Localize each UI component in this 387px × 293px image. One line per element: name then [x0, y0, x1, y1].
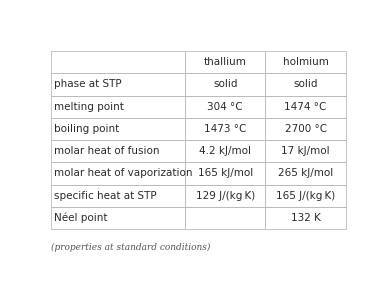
Text: 4.2 kJ/mol: 4.2 kJ/mol — [199, 146, 251, 156]
Bar — [265, 96, 346, 118]
Bar — [185, 162, 265, 185]
Text: phase at STP: phase at STP — [54, 79, 122, 89]
Text: molar heat of fusion: molar heat of fusion — [54, 146, 160, 156]
Text: thallium: thallium — [204, 57, 247, 67]
Bar — [265, 185, 346, 207]
Bar — [185, 140, 265, 162]
Text: molar heat of vaporization: molar heat of vaporization — [54, 168, 193, 178]
Bar — [265, 51, 346, 73]
Text: boiling point: boiling point — [54, 124, 120, 134]
Bar — [51, 51, 185, 73]
Bar — [185, 118, 265, 140]
Bar — [185, 96, 265, 118]
Bar — [265, 207, 346, 229]
Bar — [51, 73, 185, 96]
Text: (properties at standard conditions): (properties at standard conditions) — [51, 243, 210, 252]
Bar — [265, 118, 346, 140]
Bar — [51, 207, 185, 229]
Text: specific heat at STP: specific heat at STP — [54, 191, 157, 201]
Bar — [265, 140, 346, 162]
Text: solid: solid — [293, 79, 318, 89]
Bar — [51, 118, 185, 140]
Text: 165 kJ/mol: 165 kJ/mol — [198, 168, 253, 178]
Text: melting point: melting point — [54, 102, 124, 112]
Text: 1474 °C: 1474 °C — [284, 102, 327, 112]
Text: 2700 °C: 2700 °C — [284, 124, 327, 134]
Text: 132 K: 132 K — [291, 213, 320, 223]
Text: 17 kJ/mol: 17 kJ/mol — [281, 146, 330, 156]
Bar — [185, 51, 265, 73]
Text: 165 J/(kg K): 165 J/(kg K) — [276, 191, 335, 201]
Bar — [185, 73, 265, 96]
Bar — [51, 140, 185, 162]
Text: 265 kJ/mol: 265 kJ/mol — [278, 168, 333, 178]
Bar — [51, 162, 185, 185]
Bar — [265, 73, 346, 96]
Bar — [51, 185, 185, 207]
Bar — [51, 96, 185, 118]
Text: 1473 °C: 1473 °C — [204, 124, 247, 134]
Text: 304 °C: 304 °C — [207, 102, 243, 112]
Bar — [185, 207, 265, 229]
Text: solid: solid — [213, 79, 238, 89]
Bar — [185, 185, 265, 207]
Bar — [265, 162, 346, 185]
Text: holmium: holmium — [283, 57, 329, 67]
Text: Néel point: Néel point — [54, 213, 108, 223]
Text: 129 J/(kg K): 129 J/(kg K) — [195, 191, 255, 201]
